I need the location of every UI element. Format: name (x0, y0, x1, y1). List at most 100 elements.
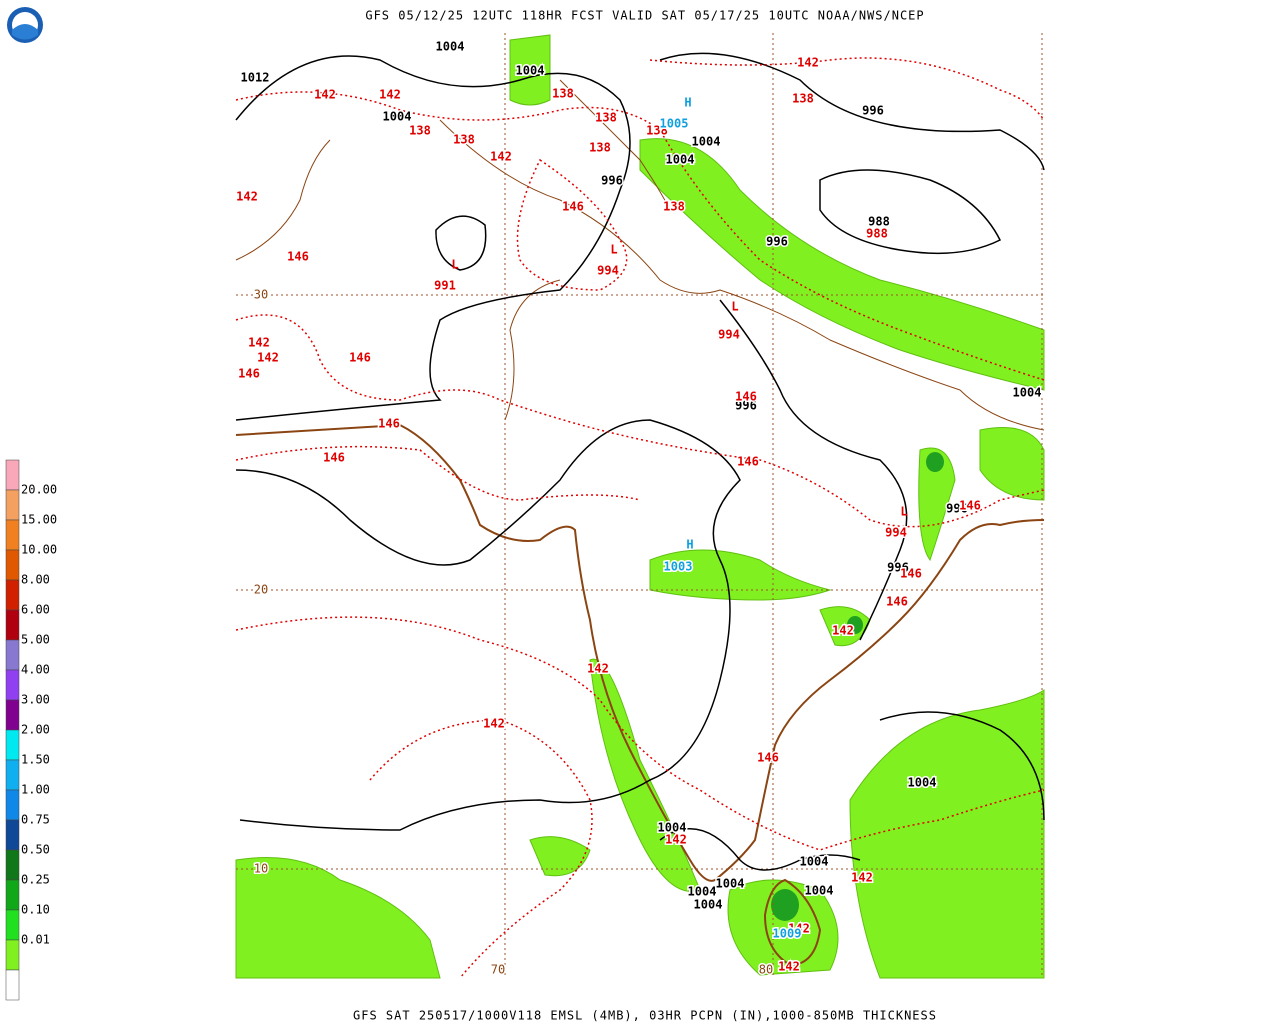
legend-label: 15.00 (21, 513, 57, 527)
legend: 20.00 15.00 10.00 8.00 6.00 5.00 4.00 3.00 2.00 1… (5, 459, 57, 1001)
highs-label: 1009 (773, 927, 802, 941)
thickness-label: 142 (778, 960, 800, 974)
thickness-label: 146 (323, 451, 345, 465)
legend-swatch (5, 939, 20, 971)
thickness-label: 146 (757, 751, 779, 765)
legend-swatch (5, 699, 20, 731)
lows-label: L (451, 258, 458, 272)
thickness-label: 142 (797, 56, 819, 70)
thickness-contour (516, 158, 628, 291)
legend-label: 5.00 (21, 633, 50, 647)
legend-swatch (5, 819, 20, 851)
coastline (235, 423, 1045, 882)
legend-label: 4.00 (21, 663, 50, 677)
precip-area (727, 879, 839, 976)
isobars-label: 1004 (805, 884, 834, 898)
thickness-label: 138 (663, 200, 685, 214)
legend-swatch (5, 759, 20, 791)
isobars-label: 1004 (694, 898, 723, 912)
legend-swatch (5, 579, 20, 611)
highs-label: 1005 (660, 117, 689, 131)
thickness-label: 988 (866, 227, 888, 241)
isobars-label: 1012 (241, 71, 270, 85)
isobars-label: 996 (601, 174, 623, 188)
legend-label: 0.10 (21, 903, 50, 917)
thickness-label: 138 (409, 124, 431, 138)
border (559, 79, 671, 211)
thickness-label: 142 (236, 190, 258, 204)
legend-label: 2.00 (21, 723, 50, 737)
thickness-label: 142 (314, 88, 336, 102)
legend-label: 3.00 (21, 693, 50, 707)
precip-core (926, 452, 944, 472)
thickness-label: 146 (737, 455, 759, 469)
thickness-contour (369, 719, 593, 979)
isobar (819, 169, 1002, 255)
thickness-label: 146 (735, 390, 757, 404)
noaa-logo-wave (12, 24, 38, 40)
isobars-label: 1004 (658, 821, 687, 835)
isobar (235, 419, 741, 831)
legend-swatch (5, 459, 20, 491)
highs-label: H (686, 538, 693, 552)
thickness-label: 138 (792, 92, 814, 106)
thickness-label: 142 (832, 624, 854, 638)
isobars-label: 1004 (666, 153, 695, 167)
map-area (235, 33, 1045, 979)
thickness-label: 142 (257, 351, 279, 365)
thickness-label: 146 (378, 417, 400, 431)
isobar (719, 299, 908, 641)
isobar (235, 55, 631, 421)
isobars-label: 1004 (436, 40, 465, 54)
thickness-label: 994 (597, 264, 619, 278)
isobar (659, 828, 861, 871)
thickness-label: 142 (248, 336, 270, 350)
border (504, 279, 561, 421)
thickness-label: 138 (646, 124, 668, 138)
isobars-label: 996 (766, 235, 788, 249)
thickness-label: 138 (589, 141, 611, 155)
lows-label: L (900, 505, 907, 519)
isobars-label: 1004 (800, 855, 829, 869)
legend-label: 6.00 (21, 603, 50, 617)
thickness-label: 146 (238, 367, 260, 381)
grid-labels-label: 20 (254, 583, 268, 597)
precip-area (849, 689, 1045, 979)
legend-swatch (5, 789, 20, 821)
thickness-label: 142 (483, 717, 505, 731)
precip-core (771, 889, 799, 921)
thickness-label: 142 (490, 150, 512, 164)
thickness-label: 138 (453, 133, 475, 147)
coastlines (235, 79, 1045, 967)
border (235, 139, 331, 261)
isobar (659, 52, 1045, 171)
border (439, 119, 1045, 431)
legend-label: 0.75 (21, 813, 50, 827)
legend-swatch (5, 489, 20, 521)
legend-label: 0.01 (21, 933, 50, 947)
legend-swatch (5, 639, 20, 671)
isobars-label: 1004 (688, 885, 717, 899)
precip-area (639, 138, 1045, 391)
legend-label: 10.00 (21, 543, 57, 557)
precip-area (509, 34, 551, 106)
lows-label: L (610, 243, 617, 257)
precip-area (979, 427, 1045, 501)
legend-label: 0.25 (21, 873, 50, 887)
legend-label: 0.50 (21, 843, 50, 857)
legend-swatch (5, 549, 20, 581)
isobars-label: 988 (868, 215, 890, 229)
legend-label: 1.00 (21, 783, 50, 797)
isobars (235, 52, 1045, 871)
legend-label: 1.50 (21, 753, 50, 767)
legend-swatch (5, 879, 20, 911)
grid-labels-label: 80 (759, 963, 773, 977)
thickness-label: 146 (287, 250, 309, 264)
isobars-label: 1004 (716, 877, 745, 891)
footer: GFS SAT 250517/1000V118 EMSL (4MB), 03HR… (353, 1009, 937, 1023)
precip (235, 34, 1045, 979)
legend-swatch (5, 519, 20, 551)
thickness-label: 142 (379, 88, 401, 102)
